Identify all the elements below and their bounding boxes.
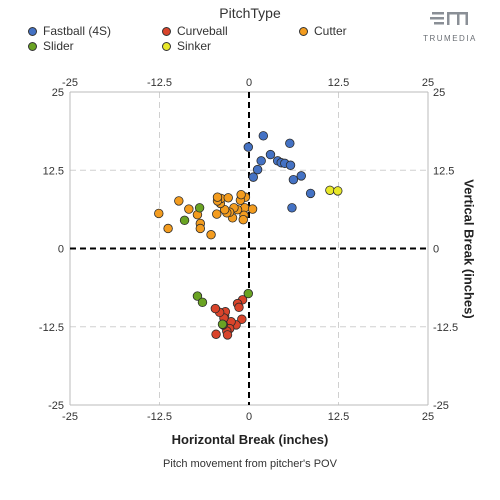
pitch-point-cutter[interactable]	[238, 215, 248, 225]
x-tick-label-bottom: 12.5	[328, 411, 349, 423]
y-tick-label-right: -25	[433, 400, 449, 412]
legend-title: PitchType	[219, 5, 281, 21]
pitch-point-slider[interactable]	[197, 297, 208, 308]
pitch-point-fastball-4s[interactable]	[265, 149, 276, 160]
pitch-point-curveball[interactable]	[222, 330, 233, 340]
pitch-point-cutter[interactable]	[154, 208, 164, 219]
trumedia-logo-icon	[430, 12, 468, 25]
x-tick-label-bottom: 25	[422, 411, 434, 423]
brand-name: TRUMEDIA	[423, 34, 477, 43]
y-tick-label-left: 25	[52, 87, 64, 99]
legend-marker-icon	[28, 26, 37, 36]
x-tick-label-top: -25	[62, 77, 78, 89]
pitch-point-slider[interactable]	[192, 291, 203, 301]
pitch-point-curveball[interactable]	[234, 302, 244, 313]
x-tick-label-bottom: -25	[62, 411, 78, 423]
legend-item-slider[interactable]: Slider	[28, 39, 74, 53]
legend-item-fastball[interactable]: Fastball (4S)	[28, 24, 111, 38]
pitch-point-fastball-4s[interactable]	[256, 156, 266, 166]
pitch-point-slider[interactable]	[194, 203, 205, 213]
x-tick-label-top: 25	[422, 77, 434, 89]
legend-label: Cutter	[314, 24, 347, 38]
pitch-point-fastball-4s[interactable]	[305, 188, 316, 199]
legend-marker-icon	[162, 41, 171, 51]
pitch-point-fastball-4s[interactable]	[243, 142, 253, 152]
chart-caption: Pitch movement from pitcher's POV	[163, 458, 337, 470]
legend-item-curveball[interactable]: Curveball	[162, 24, 228, 38]
pitch-point-cutter[interactable]	[163, 223, 173, 234]
pitch-point-slider[interactable]	[179, 215, 190, 226]
pitch-point-curveball[interactable]	[237, 314, 247, 324]
pitch-point-fastball-4s[interactable]	[296, 171, 306, 181]
pitch-point-cutter[interactable]	[206, 230, 216, 240]
pitch-point-fastball-4s[interactable]	[285, 160, 296, 170]
pitch-point-fastball-4s[interactable]	[288, 174, 299, 185]
legend-label: Curveball	[177, 24, 228, 38]
pitch-point-curveball[interactable]	[211, 329, 221, 339]
pitch-point-fastball-4s[interactable]	[248, 172, 258, 182]
legend-item-sinker[interactable]: Sinker	[162, 39, 211, 53]
brand-logo: TRUMEDIA	[418, 10, 482, 43]
pitch-point-slider[interactable]	[217, 319, 228, 329]
pitch-point-curveball[interactable]	[210, 303, 221, 314]
pitch-point-cutter[interactable]	[174, 196, 184, 206]
pitch-point-slider[interactable]	[243, 288, 253, 299]
pitch-point-fastball-4s[interactable]	[252, 164, 263, 175]
legend-marker-icon	[299, 26, 308, 36]
pitch-point-fastball-4s[interactable]	[258, 131, 269, 141]
legend-label: Sinker	[177, 39, 212, 53]
y-tick-label-right: 25	[433, 87, 445, 99]
pitch-point-cutter[interactable]	[212, 192, 223, 202]
pitch-point-cutter[interactable]	[195, 223, 206, 234]
legend-marker-icon	[28, 41, 37, 51]
y-axis-title: Vertical Break (inches)	[461, 179, 477, 319]
legend-item-cutter[interactable]: Cutter	[299, 24, 347, 38]
legend-label: Fastball (4S)	[43, 24, 112, 38]
pitch-point-cutter[interactable]	[247, 204, 258, 214]
y-tick-label-right: -12.5	[433, 322, 458, 334]
x-tick-label-bottom: -12.5	[147, 411, 172, 423]
y-tick-label-right: 12.5	[433, 165, 454, 177]
x-tick-label-top: -12.5	[147, 77, 172, 89]
x-tick-label-top: 12.5	[328, 77, 349, 89]
y-tick-label-left: 12.5	[43, 165, 64, 177]
pitch-point-sinker[interactable]	[325, 185, 335, 195]
pitch-point-cutter[interactable]	[212, 209, 222, 219]
pitch-point-cutter[interactable]	[223, 193, 233, 203]
y-tick-label-left: -25	[48, 400, 64, 412]
x-tick-label-top: 0	[246, 77, 252, 89]
y-tick-label-right: 0	[433, 244, 439, 256]
pitch-point-cutter[interactable]	[184, 204, 194, 214]
legend-label: Slider	[43, 39, 74, 53]
y-tick-label-left: -12.5	[39, 322, 64, 334]
x-tick-label-bottom: 0	[246, 411, 252, 423]
legend-marker-icon	[162, 26, 171, 36]
pitch-point-fastball-4s[interactable]	[287, 203, 297, 213]
pitch-point-fastball-4s[interactable]	[285, 138, 295, 149]
y-tick-label-left: 0	[58, 244, 64, 256]
pitch-point-cutter[interactable]	[236, 189, 246, 200]
x-axis-title: Horizontal Break (inches)	[171, 432, 329, 447]
pitch-point-sinker[interactable]	[333, 186, 343, 196]
